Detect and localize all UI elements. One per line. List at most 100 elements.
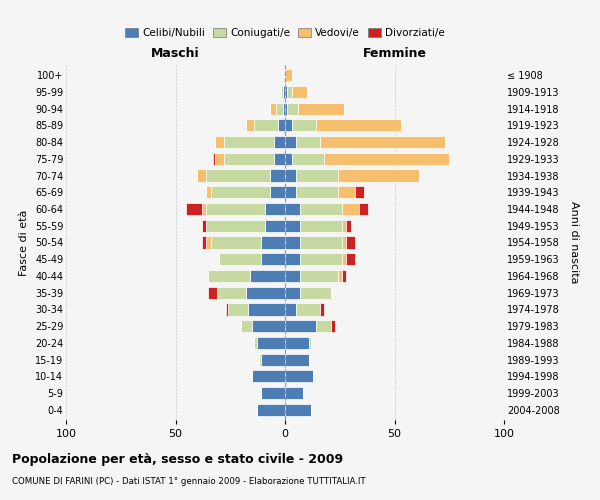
Y-axis label: Fasce di età: Fasce di età [19,210,29,276]
Bar [325,152,449,165]
Bar [226,304,228,316]
Bar [287,86,292,98]
Bar [206,220,265,232]
Bar [285,203,301,215]
Bar [296,186,338,198]
Bar [320,304,325,316]
Bar [342,253,346,266]
Bar [292,152,325,165]
Bar [261,236,285,248]
Bar [301,203,342,215]
Bar [285,270,301,282]
Bar [301,270,338,282]
Bar [259,354,261,366]
Bar [346,253,355,266]
Bar [285,170,296,181]
Bar [206,170,269,181]
Bar [355,186,364,198]
Bar [285,354,309,366]
Bar [202,220,206,232]
Bar [269,102,276,115]
Bar [274,152,285,165]
Bar [301,236,342,248]
Bar [285,186,296,198]
Bar [265,220,285,232]
Bar [301,253,342,266]
Bar [208,270,250,282]
Bar [206,203,265,215]
Bar [285,337,309,349]
Bar [320,136,445,148]
Bar [245,120,254,132]
Bar [257,337,285,349]
Bar [346,236,355,248]
Bar [274,136,285,148]
Text: Popolazione per età, sesso e stato civile - 2009: Popolazione per età, sesso e stato civil… [12,452,343,466]
Bar [342,270,346,282]
Bar [224,136,274,148]
Bar [281,86,283,98]
Bar [269,170,285,181]
Bar [248,304,285,316]
Bar [187,203,202,215]
Text: Femmine: Femmine [362,47,427,60]
Bar [215,152,224,165]
Bar [331,320,335,332]
Bar [338,270,342,282]
Bar [287,102,298,115]
Bar [228,304,248,316]
Bar [250,270,285,282]
Bar [241,320,252,332]
Bar [316,120,401,132]
Bar [338,186,355,198]
Bar [257,404,285,416]
Bar [285,136,296,148]
Bar [265,203,285,215]
Bar [359,203,368,215]
Bar [296,170,338,181]
Text: Maschi: Maschi [151,47,200,60]
Bar [283,102,285,115]
Bar [285,253,301,266]
Bar [202,236,206,248]
Bar [261,253,285,266]
Legend: Celibi/Nubili, Coniugati/e, Vedovi/e, Divorziati/e: Celibi/Nubili, Coniugati/e, Vedovi/e, Di… [121,24,449,42]
Bar [292,120,316,132]
Bar [283,86,285,98]
Bar [206,186,211,198]
Bar [285,304,296,316]
Bar [298,102,344,115]
Bar [285,120,292,132]
Bar [211,186,269,198]
Bar [285,370,313,382]
Bar [211,236,261,248]
Bar [342,236,346,248]
Bar [285,220,301,232]
Bar [292,86,307,98]
Bar [285,320,316,332]
Bar [252,320,285,332]
Bar [278,120,285,132]
Bar [316,320,331,332]
Bar [276,102,283,115]
Bar [285,286,301,299]
Bar [202,203,206,215]
Bar [346,220,350,232]
Bar [342,220,346,232]
Bar [285,86,287,98]
Y-axis label: Anni di nascita: Anni di nascita [569,201,579,284]
Bar [224,152,274,165]
Bar [206,236,211,248]
Text: COMUNE DI FARINI (PC) - Dati ISTAT 1° gennaio 2009 - Elaborazione TUTTITALIA.IT: COMUNE DI FARINI (PC) - Dati ISTAT 1° ge… [12,478,365,486]
Bar [342,203,359,215]
Bar [220,253,261,266]
Bar [208,286,217,299]
Bar [285,236,301,248]
Bar [252,370,285,382]
Bar [254,337,257,349]
Bar [254,120,278,132]
Bar [213,152,215,165]
Bar [215,136,224,148]
Bar [245,286,285,299]
Bar [338,170,419,181]
